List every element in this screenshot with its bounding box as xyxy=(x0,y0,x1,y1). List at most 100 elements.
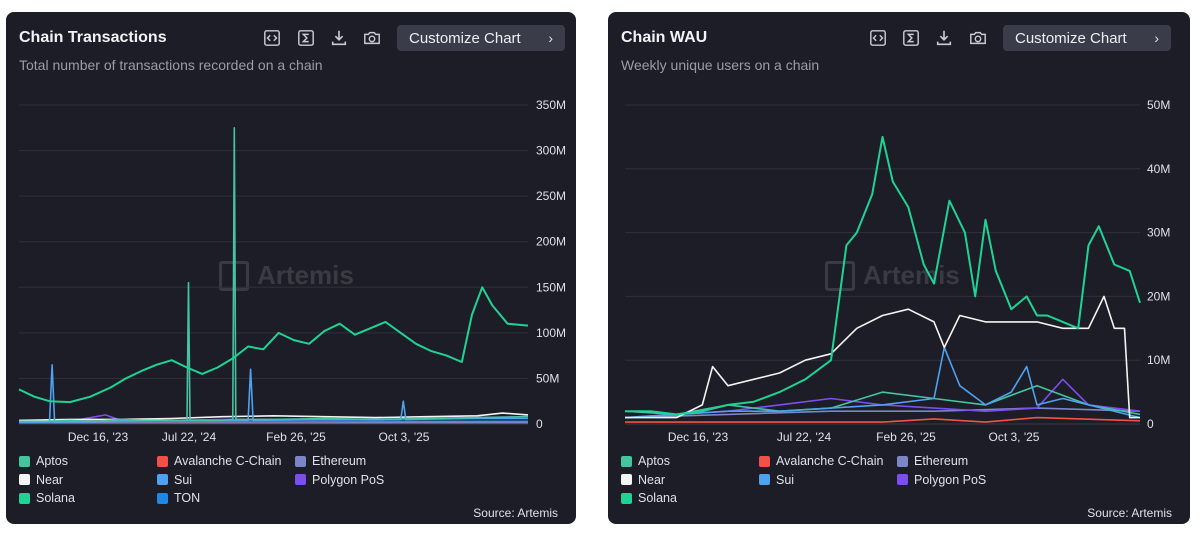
legend-label: Solana xyxy=(36,491,75,505)
legend-swatch xyxy=(19,455,30,467)
y-tick-label: 250M xyxy=(536,189,566,203)
download-icon[interactable] xyxy=(328,27,350,49)
panel-subtitle: Total number of transactions recorded on… xyxy=(19,57,323,73)
watermark-text: Artemis xyxy=(863,260,960,290)
legend-item-polygon-pos[interactable]: Polygon PoS xyxy=(897,473,986,487)
sum-icon[interactable] xyxy=(900,27,922,49)
series-line-ethereum[interactable] xyxy=(624,407,1141,419)
legend-label: Avalanche C-Chain xyxy=(776,454,884,468)
legend-swatch xyxy=(759,455,770,467)
wau-chart: 50M 40M 30M 20M 10M 0 Dec 16, '23 Jul 22, '24 Fe… xyxy=(624,98,1170,444)
series-line-solana[interactable] xyxy=(18,286,529,404)
watermark-text: Artemis xyxy=(257,260,354,290)
series-line-sui[interactable] xyxy=(624,346,1141,419)
y-tick-label: 50M xyxy=(1147,98,1170,112)
embed-icon[interactable] xyxy=(867,27,889,49)
customize-chart-label: Customize Chart xyxy=(1015,29,1127,47)
chart-legend: Aptos Avalanche C-Chain Ethereum Near Sui Pol… xyxy=(19,454,419,510)
chart-panel-wau: Chain WAU Weekly unique users on a chain… xyxy=(608,12,1190,524)
legend-label: Solana xyxy=(638,491,677,505)
series-line-sui[interactable] xyxy=(19,363,528,424)
x-tick-label: Dec 16, '23 xyxy=(668,430,729,444)
legend-label: Sui xyxy=(776,472,795,487)
x-tick-label: Feb 26, '25 xyxy=(876,430,936,444)
artemis-watermark: Artemis xyxy=(825,260,960,291)
y-tick-label: 10M xyxy=(1147,353,1170,367)
legend-item-near[interactable]: Near xyxy=(621,473,665,487)
legend-label: Near xyxy=(638,472,666,487)
y-tick-label: 100M xyxy=(536,326,566,340)
y-tick-label: 50M xyxy=(536,371,559,385)
camera-icon[interactable] xyxy=(361,27,383,49)
series-line-aptos[interactable] xyxy=(19,127,529,423)
legend-swatch xyxy=(157,474,168,485)
customize-chart-button[interactable]: Customize Chart › xyxy=(397,25,565,51)
legend-label: Avalanche C-Chain xyxy=(174,454,282,468)
legend-item-aptos[interactable]: Aptos xyxy=(621,454,670,468)
chart-legend: Aptos Avalanche C-Chain Ethereum Near Sui Pol… xyxy=(621,454,1021,510)
source-label: Source: Artemis xyxy=(473,506,558,520)
y-tick-label: 0 xyxy=(536,417,543,431)
panel-title: Chain Transactions xyxy=(19,29,167,46)
legend-swatch xyxy=(621,455,632,467)
legend-swatch xyxy=(157,455,168,467)
legend-item-solana[interactable]: Solana xyxy=(621,491,677,505)
legend-label: Sui xyxy=(174,472,193,487)
legend-label: Near xyxy=(36,472,64,487)
series-line-solana[interactable] xyxy=(625,135,1141,416)
legend-item-ethereum[interactable]: Ethereum xyxy=(295,454,366,468)
x-tick-label: Jul 22, '24 xyxy=(162,430,217,444)
legend-label: Aptos xyxy=(638,454,670,468)
series-line-near[interactable] xyxy=(625,295,1140,419)
panel-subtitle: Weekly unique users on a chain xyxy=(621,57,820,73)
series-line-avalanche-c-chain[interactable] xyxy=(625,416,1141,423)
y-tick-label: 0 xyxy=(1147,417,1154,431)
x-tick-label: Feb 26, '25 xyxy=(266,430,326,444)
transactions-chart: 350M 300M 250M 200M 150M 100M 50M 0 Dec 16, '23 J… xyxy=(18,98,566,444)
x-tick-label: Dec 16, '23 xyxy=(68,430,129,444)
legend-item-sui[interactable]: Sui xyxy=(759,473,794,487)
y-tick-label: 200M xyxy=(536,235,566,249)
chart-panel-transactions: Chain Transactions Total number of trans… xyxy=(6,12,576,524)
camera-icon[interactable] xyxy=(967,27,989,49)
y-tick-label: 40M xyxy=(1147,162,1170,176)
embed-icon[interactable] xyxy=(261,27,283,49)
legend-label: Ethereum xyxy=(914,454,969,468)
legend-swatch xyxy=(19,474,30,485)
series-line-ethereum[interactable] xyxy=(19,421,528,424)
y-tick-label: 300M xyxy=(536,144,566,158)
y-tick-label: 350M xyxy=(536,98,566,112)
legend-item-sui[interactable]: Sui xyxy=(157,473,192,487)
legend-swatch xyxy=(295,474,306,485)
x-tick-label: Oct 3, '25 xyxy=(379,430,430,444)
legend-item-solana[interactable]: Solana xyxy=(19,491,75,505)
legend-item-aptos[interactable]: Aptos xyxy=(19,454,68,468)
legend-item-ton[interactable]: TON xyxy=(157,491,200,505)
legend-swatch xyxy=(621,492,632,504)
legend-item-polygon-pos[interactable]: Polygon PoS xyxy=(295,473,384,487)
source-label: Source: Artemis xyxy=(1087,506,1172,520)
download-icon[interactable] xyxy=(933,27,955,49)
chevron-right-icon: › xyxy=(1154,30,1159,46)
y-tick-label: 150M xyxy=(536,280,566,294)
y-tick-label: 20M xyxy=(1147,289,1170,303)
sum-icon[interactable] xyxy=(295,27,317,49)
legend-item-avalanche-c-chain[interactable]: Avalanche C-Chain xyxy=(157,454,281,468)
legend-item-ethereum[interactable]: Ethereum xyxy=(897,454,968,468)
legend-swatch xyxy=(19,492,30,504)
customize-chart-button[interactable]: Customize Chart › xyxy=(1003,25,1171,51)
legend-item-near[interactable]: Near xyxy=(19,473,63,487)
x-tick-label: Jul 22, '24 xyxy=(777,430,832,444)
legend-swatch xyxy=(621,474,632,485)
legend-swatch xyxy=(897,455,908,467)
legend-label: Polygon PoS xyxy=(914,472,987,487)
panel-title: Chain WAU xyxy=(621,29,708,46)
legend-label: TON xyxy=(174,491,201,505)
legend-swatch xyxy=(157,492,168,504)
chevron-right-icon: › xyxy=(548,30,553,46)
legend-label: Polygon PoS xyxy=(312,472,385,487)
legend-label: Ethereum xyxy=(312,454,367,468)
customize-chart-label: Customize Chart xyxy=(409,29,521,47)
legend-item-avalanche-c-chain[interactable]: Avalanche C-Chain xyxy=(759,454,883,468)
series-line-aptos[interactable] xyxy=(624,384,1141,416)
